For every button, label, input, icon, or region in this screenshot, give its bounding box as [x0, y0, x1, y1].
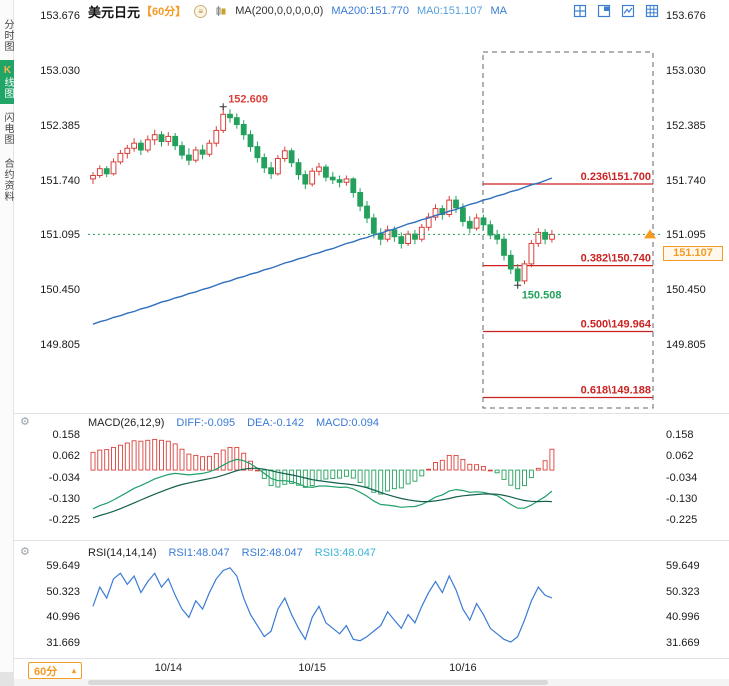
y-axis-label: -0.225 — [48, 513, 80, 526]
x-axis-label: 10/16 — [449, 662, 477, 674]
y-axis-label: -0.225 — [666, 513, 698, 526]
rsi-title: RSI(14,14,14) — [88, 547, 157, 559]
y-axis-label: 50.323 — [46, 585, 80, 598]
x-axis-label: 10/14 — [154, 662, 183, 674]
macd-chart[interactable] — [88, 428, 662, 535]
x-axis: 10/14 10/15 10/16 — [0, 661, 729, 676]
macd-diff-value: DIFF:-0.095 — [176, 417, 236, 429]
macd-settings-icon[interactable]: ⚙ — [20, 416, 30, 428]
y-axis-label: -0.130 — [48, 492, 80, 505]
rsi-header: RSI(14,14,14) RSI1:48.047 RSI2:48.047 RS… — [88, 546, 376, 560]
rsi2-value: RSI2:48.047 — [241, 547, 303, 559]
y-axis-label: 59.649 — [46, 560, 80, 572]
ma-params-label[interactable]: MA(200,0,0,0,0,0) — [235, 5, 324, 17]
indicator-icon[interactable] — [215, 5, 227, 17]
y-axis-label: 31.669 — [666, 637, 700, 649]
macd-hist-value: MACD:0.094 — [315, 417, 379, 429]
y-axis-label: -0.130 — [666, 492, 698, 505]
right-price-axis: 153.676 153.030 152.385 151.740 151.095 150.4… — [662, 0, 728, 660]
chevron-up-icon: ▴ — [71, 666, 76, 675]
candlestick-chart[interactable]: 0.236\151.700 0.382\150.740 0.500\149.964 0… — [88, 22, 662, 412]
toolbar: 美元日元 【60分】 ≡ MA(200,0,0,0,0,0) MA200:151… — [88, 0, 660, 22]
y-axis-label: 0.062 — [52, 450, 80, 463]
y-axis-label: 31.669 — [46, 637, 80, 649]
rsi3-value: RSI3:48.047 — [314, 547, 376, 559]
last-price-tag: 151.107 — [663, 246, 723, 261]
ma-label: MA — [490, 5, 507, 17]
svg-text:152.609: 152.609 — [228, 94, 268, 106]
macd-dea-value: DEA:-0.142 — [247, 417, 304, 429]
y-axis-label: 0.158 — [52, 429, 80, 441]
line-panel-icon[interactable] — [620, 3, 636, 19]
y-axis-label: 149.805 — [666, 339, 706, 352]
left-price-axis: 153.676 153.030 152.385 151.740 151.095 150.4… — [14, 0, 84, 660]
macd-header: MACD(26,12,9) DIFF:-0.095 DEA:-0.142 MAC… — [88, 416, 379, 430]
symbol-title: 美元日元 — [88, 4, 141, 20]
x-axis-label: 10/15 — [298, 662, 326, 674]
y-axis-label: 151.740 — [40, 174, 80, 187]
svg-text:0.382\150.740: 0.382\150.740 — [581, 253, 651, 265]
y-axis-label: 50.323 — [666, 585, 700, 598]
divider — [14, 658, 729, 659]
y-axis-label: 0.062 — [666, 450, 694, 463]
rsi1-value: RSI1:48.047 — [168, 547, 230, 559]
svg-text:0.618\149.188: 0.618\149.188 — [581, 385, 651, 397]
y-axis-label: 149.805 — [40, 339, 80, 352]
rsi-chart[interactable] — [88, 558, 662, 654]
period-button-label: 60分 — [34, 665, 58, 678]
y-axis-label: 153.676 — [666, 10, 706, 22]
ma0-value: MA0:151.107 — [417, 5, 483, 17]
y-axis-label: 150.450 — [40, 284, 80, 297]
y-axis-label: 153.676 — [40, 10, 80, 22]
interval-menu-icon[interactable]: ≡ — [194, 4, 208, 18]
y-axis-label: -0.034 — [666, 471, 698, 484]
y-axis-label: 151.095 — [666, 229, 706, 242]
y-axis-label: 151.095 — [40, 229, 80, 242]
y-axis-label: -0.034 — [48, 471, 80, 484]
divider — [14, 413, 729, 414]
macd-title: MACD(26,12,9) — [88, 417, 165, 429]
pop-panel-icon[interactable] — [596, 3, 612, 19]
sidebar-item-contract-info[interactable]: 合约资料 — [2, 158, 13, 202]
y-axis-label: 59.649 — [666, 560, 700, 572]
y-axis-label: 150.450 — [666, 284, 706, 297]
y-axis-label: 152.385 — [40, 119, 80, 132]
period-dropdown-button[interactable]: 60分 ▴ — [28, 662, 82, 679]
rsi-settings-icon[interactable]: ⚙ — [20, 546, 30, 558]
nine-grid-icon[interactable] — [644, 3, 660, 19]
scrollbar-corner — [0, 672, 14, 686]
y-axis-label: 0.158 — [666, 429, 694, 441]
ma200-value: MA200:151.770 — [331, 5, 409, 17]
svg-text:0.500\149.964: 0.500\149.964 — [581, 319, 652, 331]
svg-text:0.236\151.700: 0.236\151.700 — [581, 171, 651, 183]
y-axis-label: 153.030 — [40, 64, 80, 77]
sidebar-item-flash-chart[interactable]: 闪电图 — [2, 112, 13, 145]
y-axis-label: 153.030 — [666, 64, 706, 77]
sidebar-item-time-chart[interactable]: 分时图 — [2, 19, 13, 52]
y-axis-label: 152.385 — [666, 119, 706, 132]
y-axis-label: 151.740 — [666, 174, 706, 187]
svg-text:150.508: 150.508 — [522, 289, 562, 301]
y-axis-label: 40.996 — [666, 611, 700, 624]
divider — [14, 540, 729, 541]
horizontal-scrollbar-thumb[interactable] — [88, 680, 548, 685]
y-axis-label: 40.996 — [46, 611, 80, 624]
period-label: 【60分】 — [141, 6, 187, 18]
sidebar-item-kline-chart[interactable]: K线图 — [0, 60, 14, 104]
quad-split-icon[interactable] — [572, 3, 588, 19]
sidebar: 分时图 K线图 闪电图 合约资料 — [0, 0, 14, 686]
